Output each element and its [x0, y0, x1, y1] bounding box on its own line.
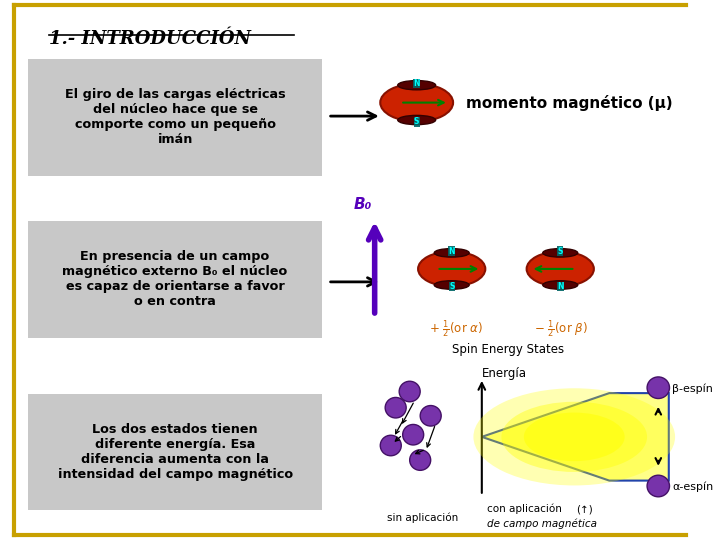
Text: (↑): (↑)	[576, 504, 593, 514]
Ellipse shape	[647, 377, 670, 399]
FancyBboxPatch shape	[28, 59, 322, 176]
Ellipse shape	[474, 388, 675, 485]
Polygon shape	[482, 393, 669, 481]
Ellipse shape	[397, 116, 436, 125]
Text: S: S	[449, 282, 454, 291]
Text: Spin Energy States: Spin Energy States	[451, 343, 564, 356]
Ellipse shape	[380, 84, 453, 122]
Text: α-espín: α-espín	[672, 481, 714, 492]
Text: sin aplicación: sin aplicación	[387, 512, 459, 523]
Text: N: N	[413, 79, 420, 88]
Text: + $\frac{1}{2}$(or $\alpha$): + $\frac{1}{2}$(or $\alpha$)	[428, 319, 482, 340]
Ellipse shape	[524, 413, 625, 461]
Text: $-$ $\frac{1}{2}$(or $\beta$): $-$ $\frac{1}{2}$(or $\beta$)	[534, 319, 588, 340]
Ellipse shape	[647, 475, 670, 497]
Text: N: N	[449, 247, 455, 256]
Text: con aplicación: con aplicación	[487, 504, 562, 515]
Ellipse shape	[526, 252, 594, 286]
Text: S: S	[414, 117, 419, 126]
Ellipse shape	[543, 248, 577, 257]
Ellipse shape	[434, 248, 469, 257]
Text: momento magnético (μ): momento magnético (μ)	[466, 94, 672, 111]
Ellipse shape	[418, 252, 485, 286]
Text: El giro de las cargas eléctricas
del núcleo hace que se
comporte como un pequeño: El giro de las cargas eléctricas del núc…	[65, 89, 285, 146]
Ellipse shape	[543, 281, 577, 289]
Ellipse shape	[420, 406, 441, 426]
Text: Los dos estados tienen
diferente energía. Esa
diferencia aumenta con la
intensid: Los dos estados tienen diferente energía…	[58, 423, 292, 481]
Text: 1.- INTRODUCCIÓN: 1.- INTRODUCCIÓN	[49, 30, 251, 48]
Ellipse shape	[410, 450, 431, 470]
Ellipse shape	[385, 397, 406, 418]
Text: En presencia de un campo
magnético externo B₀ el núcleo
es capaz de orientarse a: En presencia de un campo magnético exter…	[63, 251, 288, 308]
Text: S: S	[557, 247, 563, 256]
Ellipse shape	[402, 424, 423, 445]
Ellipse shape	[397, 80, 436, 90]
FancyBboxPatch shape	[28, 221, 322, 338]
Text: β-espín: β-espín	[672, 383, 714, 394]
Ellipse shape	[434, 281, 469, 289]
FancyBboxPatch shape	[28, 394, 322, 510]
Text: N: N	[557, 282, 564, 291]
Ellipse shape	[380, 435, 401, 456]
Text: B₀: B₀	[354, 197, 372, 212]
Text: de campo magnética: de campo magnética	[487, 518, 597, 529]
Ellipse shape	[501, 402, 647, 472]
Ellipse shape	[399, 381, 420, 402]
Text: Energía: Energía	[482, 367, 527, 380]
